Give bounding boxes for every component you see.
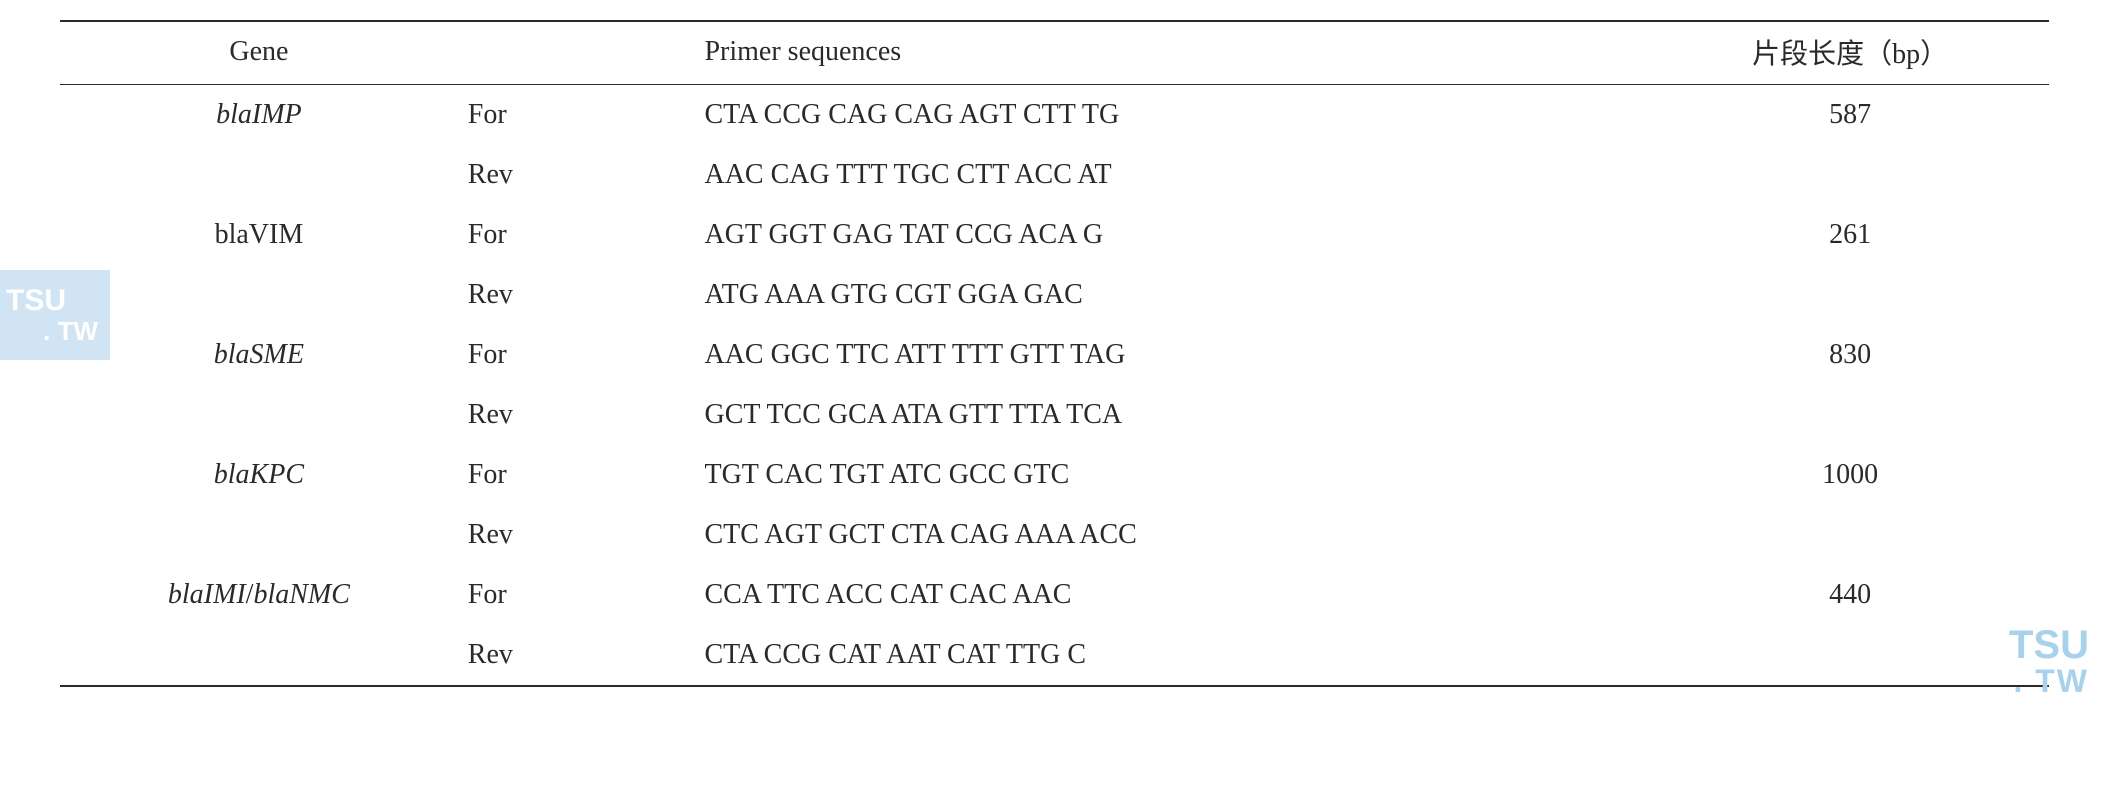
- length-cell-blank: [1651, 625, 2049, 686]
- sequence-for: AAC GGC TTC ATT TTT GTT TAG: [696, 325, 1651, 385]
- gene-cell-blank: [60, 265, 458, 325]
- gene-cell: blaIMP: [60, 85, 458, 146]
- table-row: RevATG AAA GTG CGT GGA GAC: [60, 265, 2049, 325]
- gene-cell: blaKPC: [60, 445, 458, 505]
- gene-cell-blank: [60, 145, 458, 205]
- length-cell: 440: [1651, 565, 2049, 625]
- header-length: 片段长度（bp）: [1651, 21, 2049, 85]
- watermark-left-line2: . TW: [6, 317, 110, 346]
- table-header-row: Gene Primer sequences 片段长度（bp）: [60, 21, 2049, 85]
- length-cell: 261: [1651, 205, 2049, 265]
- direction-rev: Rev: [458, 385, 697, 445]
- watermark-left-line1: TSU: [6, 284, 110, 317]
- direction-rev: Rev: [458, 145, 697, 205]
- sequence-rev: ATG AAA GTG CGT GGA GAC: [696, 265, 1651, 325]
- watermark-left-badge: TSU . TW: [0, 270, 110, 360]
- sequence-for: TGT CAC TGT ATC GCC GTC: [696, 445, 1651, 505]
- table-row: RevAAC CAG TTT TGC CTT ACC AT: [60, 145, 2049, 205]
- direction-for: For: [458, 445, 697, 505]
- sequence-for: AGT GGT GAG TAT CCG ACA G: [696, 205, 1651, 265]
- sequence-rev: CTA CCG CAT AAT CAT TTG C: [696, 625, 1651, 686]
- direction-for: For: [458, 205, 697, 265]
- direction-rev: Rev: [458, 625, 697, 686]
- table-row: blaVIMForAGT GGT GAG TAT CCG ACA G261: [60, 205, 2049, 265]
- gene-cell-blank: [60, 625, 458, 686]
- primer-table: Gene Primer sequences 片段长度（bp） blaIMPFor…: [60, 20, 2049, 687]
- watermark-right-line1: TSU: [2009, 625, 2089, 665]
- sequence-rev: CTC AGT GCT CTA CAG AAA ACC: [696, 505, 1651, 565]
- gene-cell-blank: [60, 505, 458, 565]
- direction-for: For: [458, 565, 697, 625]
- table-row: blaSMEForAAC GGC TTC ATT TTT GTT TAG830: [60, 325, 2049, 385]
- watermark-right-badge: TSU . TW: [2009, 625, 2089, 697]
- header-primer: Primer sequences: [696, 21, 1651, 85]
- direction-rev: Rev: [458, 505, 697, 565]
- watermark-right-line2: . TW: [2009, 665, 2089, 697]
- table-row: blaIMI/blaNMCForCCA TTC ACC CAT CAC AAC4…: [60, 565, 2049, 625]
- length-cell: 587: [1651, 85, 2049, 146]
- header-gene: Gene: [60, 21, 458, 85]
- direction-rev: Rev: [458, 265, 697, 325]
- length-cell-blank: [1651, 265, 2049, 325]
- length-cell-blank: [1651, 505, 2049, 565]
- table-row: RevGCT TCC GCA ATA GTT TTA TCA: [60, 385, 2049, 445]
- length-cell-blank: [1651, 385, 2049, 445]
- header-dir-blank: [458, 21, 697, 85]
- table-row: blaKPCForTGT CAC TGT ATC GCC GTC1000: [60, 445, 2049, 505]
- table-row: blaIMPForCTA CCG CAG CAG AGT CTT TG587: [60, 85, 2049, 146]
- table-row: RevCTC AGT GCT CTA CAG AAA ACC: [60, 505, 2049, 565]
- gene-cell: blaVIM: [60, 205, 458, 265]
- direction-for: For: [458, 85, 697, 146]
- table-row: RevCTA CCG CAT AAT CAT TTG C: [60, 625, 2049, 686]
- length-cell: 1000: [1651, 445, 2049, 505]
- sequence-rev: GCT TCC GCA ATA GTT TTA TCA: [696, 385, 1651, 445]
- length-cell: 830: [1651, 325, 2049, 385]
- sequence-for: CCA TTC ACC CAT CAC AAC: [696, 565, 1651, 625]
- direction-for: For: [458, 325, 697, 385]
- sequence-rev: AAC CAG TTT TGC CTT ACC AT: [696, 145, 1651, 205]
- gene-cell: blaSME: [60, 325, 458, 385]
- gene-cell-blank: [60, 385, 458, 445]
- length-cell-blank: [1651, 145, 2049, 205]
- sequence-for: CTA CCG CAG CAG AGT CTT TG: [696, 85, 1651, 146]
- table-body: blaIMPForCTA CCG CAG CAG AGT CTT TG587Re…: [60, 85, 2049, 687]
- gene-cell: blaIMI/blaNMC: [60, 565, 458, 625]
